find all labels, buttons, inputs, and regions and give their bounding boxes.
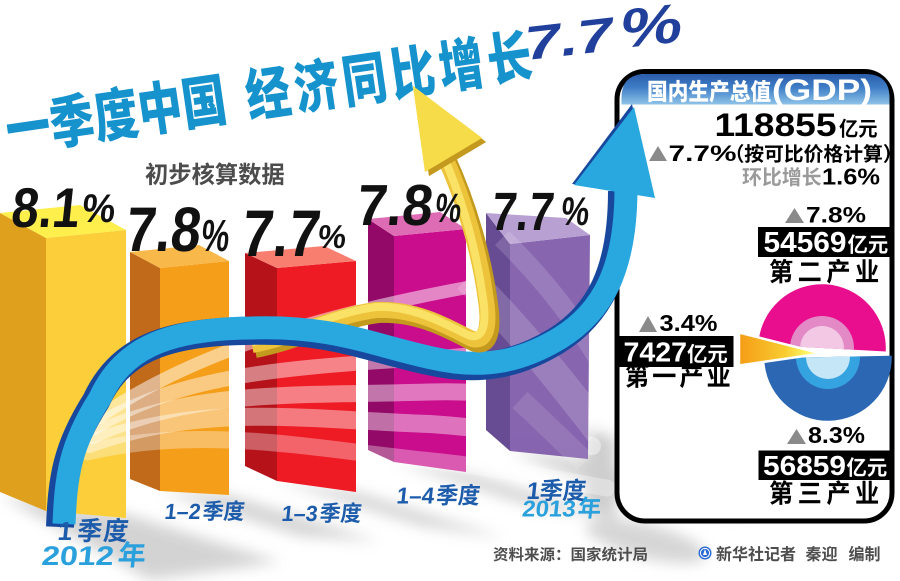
- svg-text:1–2: 1–2: [163, 499, 202, 524]
- svg-text:7.8: 7.8: [354, 173, 437, 238]
- svg-text:1–4: 1–4: [395, 483, 435, 509]
- svg-text:%: %: [559, 190, 592, 234]
- svg-text:%: %: [80, 187, 118, 231]
- svg-text:7.8: 7.8: [123, 195, 205, 265]
- svg-text:2012: 2012: [40, 540, 115, 571]
- svg-text:%: %: [316, 219, 348, 256]
- svg-text:7.7: 7.7: [522, 8, 619, 71]
- svg-text:8.3%: 8.3%: [808, 422, 865, 448]
- svg-text:3.4%: 3.4%: [660, 310, 718, 336]
- svg-text:7.7: 7.7: [238, 197, 324, 271]
- svg-text:54569: 54569: [764, 227, 847, 259]
- svg-text:7.7%: 7.7%: [669, 141, 737, 166]
- svg-text:1.6%: 1.6%: [822, 164, 880, 190]
- svg-text:7.7: 7.7: [489, 182, 557, 242]
- svg-text:%: %: [199, 210, 232, 261]
- svg-text:1: 1: [56, 516, 74, 546]
- svg-text:118855: 118855: [715, 107, 837, 143]
- svg-text:7.8%: 7.8%: [806, 203, 866, 228]
- svg-text:2013: 2013: [521, 496, 577, 522]
- svg-text:%: %: [433, 185, 464, 231]
- svg-text:7427: 7427: [624, 337, 688, 368]
- svg-text:8.1: 8.1: [9, 176, 84, 239]
- svg-text:%: %: [617, 0, 686, 60]
- svg-text:(GDP): (GDP): [772, 74, 872, 107]
- svg-text:56859: 56859: [763, 450, 846, 481]
- svg-text:1–3: 1–3: [280, 501, 319, 526]
- svg-text:1: 1: [525, 478, 541, 505]
